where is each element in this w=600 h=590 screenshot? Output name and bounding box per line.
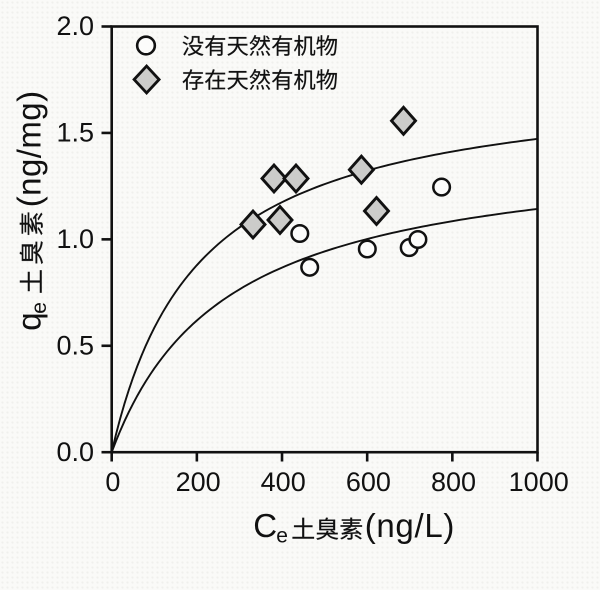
- svg-text:1.5: 1.5: [56, 118, 94, 148]
- svg-text:1000: 1000: [509, 467, 569, 497]
- svg-text:(ng/mg): (ng/mg): [11, 90, 48, 207]
- svg-text:e: e: [276, 525, 288, 548]
- svg-text:1.0: 1.0: [56, 224, 94, 254]
- svg-text:q: q: [11, 312, 48, 330]
- svg-text:C: C: [253, 507, 277, 544]
- svg-text:2.0: 2.0: [56, 11, 94, 41]
- svg-text:800: 800: [431, 467, 476, 497]
- svg-text:0: 0: [105, 467, 120, 497]
- svg-text:e: e: [28, 302, 51, 314]
- svg-text:(ng/L): (ng/L): [365, 507, 455, 544]
- svg-text:400: 400: [261, 467, 306, 497]
- svg-text:600: 600: [346, 467, 391, 497]
- svg-text:0.0: 0.0: [56, 437, 94, 467]
- svg-text:200: 200: [176, 467, 221, 497]
- svg-text:0.5: 0.5: [56, 331, 94, 361]
